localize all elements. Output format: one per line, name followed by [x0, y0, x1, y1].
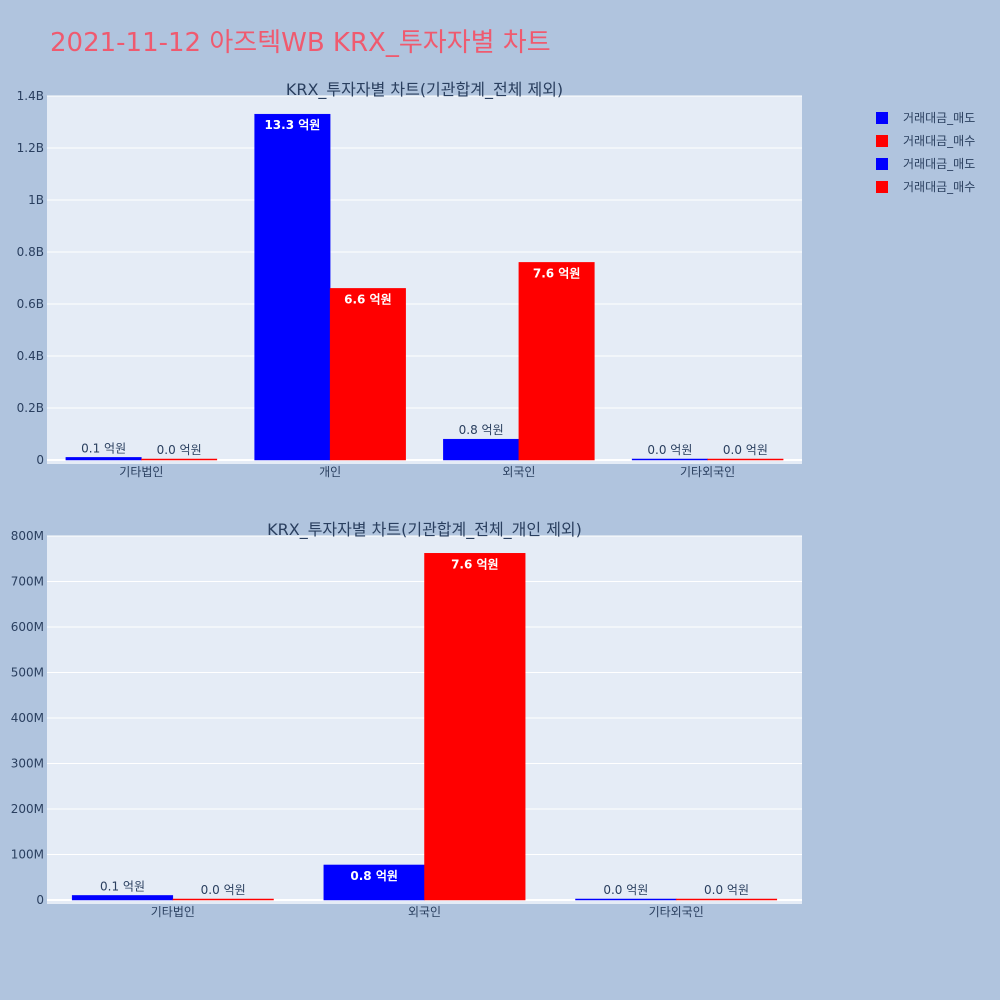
chart-title: KRX_투자자별 차트(기관합계_전체 제외): [286, 80, 563, 100]
chart-top: 0 0.2B 0.4B 0.6B 0.8B 1B 1.2B 1.4B KRX_투자자별 차트(기…: [17, 80, 802, 479]
bar[interactable]: [518, 262, 595, 461]
chart-title: KRX_투자자별 차트(기관합계_전체_개인 제외): [267, 520, 582, 540]
bar-label: 0.0 억원: [647, 443, 692, 457]
bar-label: 0.1 억원: [81, 441, 126, 455]
legend: 거래대금_매도 거래대금_매수 거래대금_매도 거래대금_매수: [876, 106, 975, 198]
x-tick-label: 기타법인: [151, 905, 195, 919]
y-tick-label: 1.2B: [17, 141, 44, 155]
legend-item[interactable]: 거래대금_매도: [876, 106, 975, 129]
legend-swatch-buy: [876, 134, 888, 147]
bar[interactable]: [575, 898, 677, 901]
bar[interactable]: [141, 458, 218, 461]
legend-swatch-sell: [876, 157, 888, 170]
y-tick-label: 0.6B: [17, 297, 44, 311]
y-tick-label: 0: [36, 453, 44, 467]
legend-label: 거래대금_매도: [903, 157, 976, 171]
main-title: 2021-11-12 아즈텍WB KRX_투자자별 차트: [50, 28, 551, 58]
x-tick-label: 개인: [319, 465, 341, 479]
x-tick-label: 외국인: [408, 905, 441, 919]
y-tick-label: 1.4B: [17, 89, 44, 103]
bar-label: 6.6 억원: [344, 292, 392, 306]
legend-label: 거래대금_매도: [903, 111, 976, 125]
bar[interactable]: [424, 553, 526, 901]
y-tick-label: 400M: [11, 711, 44, 725]
x-tick-label: 기타외국인: [680, 465, 735, 479]
y-tick-label: 300M: [11, 757, 44, 771]
bar-label: 7.6 억원: [533, 266, 581, 280]
legend-item[interactable]: 거래대금_매도: [876, 152, 975, 175]
bar-label: 0.0 억원: [201, 883, 246, 897]
y-tick-label: 500M: [11, 666, 44, 680]
bar[interactable]: [71, 895, 174, 901]
x-tick-label: 기타외국인: [649, 905, 704, 919]
y-tick-label: 0.8B: [17, 245, 44, 259]
bar[interactable]: [65, 457, 142, 461]
bar[interactable]: [675, 898, 778, 901]
y-tick-label: 0: [36, 893, 44, 907]
legend-swatch-sell: [876, 111, 888, 124]
bar-label: 0.0 억원: [723, 443, 768, 457]
legend-item[interactable]: 거래대금_매수: [876, 175, 975, 198]
bar[interactable]: [323, 864, 425, 901]
bar-label: 7.6 억원: [451, 557, 499, 571]
bar[interactable]: [707, 458, 784, 461]
x-tick-label: 외국인: [502, 465, 535, 479]
legend-item[interactable]: 거래대금_매수: [876, 129, 975, 152]
y-tick-label: 0.2B: [17, 401, 44, 415]
bar[interactable]: [254, 113, 331, 461]
legend-label: 거래대금_매수: [903, 180, 976, 194]
y-tick-label: 100M: [11, 848, 44, 862]
y-tick-label: 1B: [28, 193, 44, 207]
plot-area: [47, 96, 802, 464]
bar[interactable]: [172, 898, 274, 901]
x-tick-label: 기타법인: [119, 465, 163, 479]
bar[interactable]: [329, 288, 406, 461]
y-tick-label: 600M: [11, 620, 44, 634]
bar-label: 0.0 억원: [157, 443, 202, 457]
bar-label: 13.3 억원: [264, 118, 320, 132]
y-tick-label: 200M: [11, 802, 44, 816]
bar-label: 0.8 억원: [350, 869, 398, 883]
y-tick-label: 800M: [11, 529, 44, 543]
bar-label: 0.1 억원: [100, 879, 145, 893]
bar-label: 0.0 억원: [603, 883, 648, 897]
legend-swatch-buy: [876, 180, 888, 193]
bar-label: 0.8 억원: [459, 423, 504, 437]
bar-label: 0.0 억원: [704, 883, 749, 897]
legend-label: 거래대금_매수: [903, 134, 976, 148]
y-tick-label: 700M: [11, 575, 44, 589]
y-tick-label: 0.4B: [17, 349, 44, 363]
